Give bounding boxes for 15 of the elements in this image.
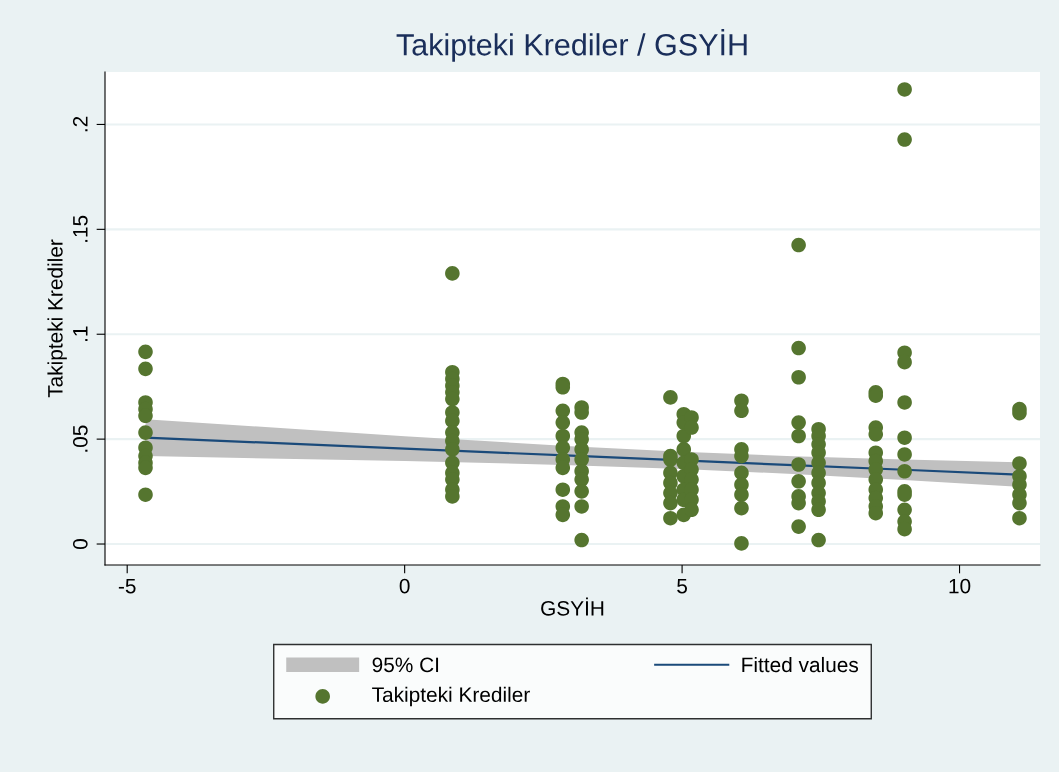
x-tick-label: 0: [399, 578, 410, 594]
y-tick-label: .2: [72, 116, 88, 132]
y-tick-label: .15: [73, 215, 88, 242]
y-tick-label: .05: [72, 425, 88, 452]
y-axis-title: Takipteki Krediler: [47, 239, 67, 398]
x-tick-label: 5: [677, 578, 688, 594]
legend-label: Takipteki Krediler: [372, 686, 530, 707]
x-tick-label: -5: [118, 578, 136, 594]
y-tick-label: .1: [73, 326, 88, 342]
x-tick-label: 10: [949, 578, 971, 594]
legend-label: Fitted values: [742, 656, 859, 673]
chart-title: Takipteki Krediler / GSYİH: [396, 28, 747, 62]
y-tick-label: 0: [72, 539, 88, 549]
x-axis-title: GSYİH: [541, 597, 604, 616]
text: 95% CI: [372, 657, 439, 673]
